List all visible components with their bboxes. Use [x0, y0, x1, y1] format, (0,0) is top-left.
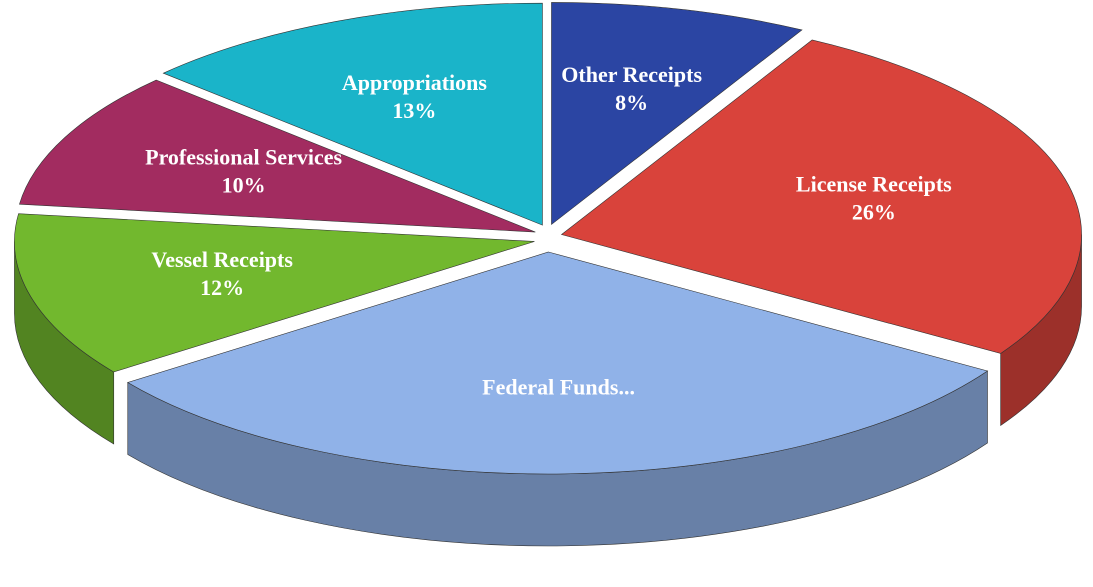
slice-label: Appropriations — [342, 70, 488, 95]
slice — [127, 251, 989, 475]
slice — [551, 2, 803, 226]
slice-value-label: 8% — [615, 90, 648, 115]
slice-value-label: 10% — [222, 172, 266, 197]
slice-value-label: 12% — [200, 275, 244, 300]
slice-label: Other Receipts — [561, 62, 702, 87]
slice-value-label: 26% — [852, 199, 896, 224]
slice-label: Federal Funds... — [482, 375, 635, 400]
slice — [560, 39, 1082, 354]
slice — [19, 79, 536, 233]
slice-value-label: 13% — [392, 98, 436, 123]
slice-label: License Receipts — [796, 171, 952, 196]
slice-label: Vessel Receipts — [151, 247, 293, 272]
slice — [162, 2, 543, 226]
slice-label: Professional Services — [145, 144, 342, 169]
slice — [14, 213, 535, 373]
